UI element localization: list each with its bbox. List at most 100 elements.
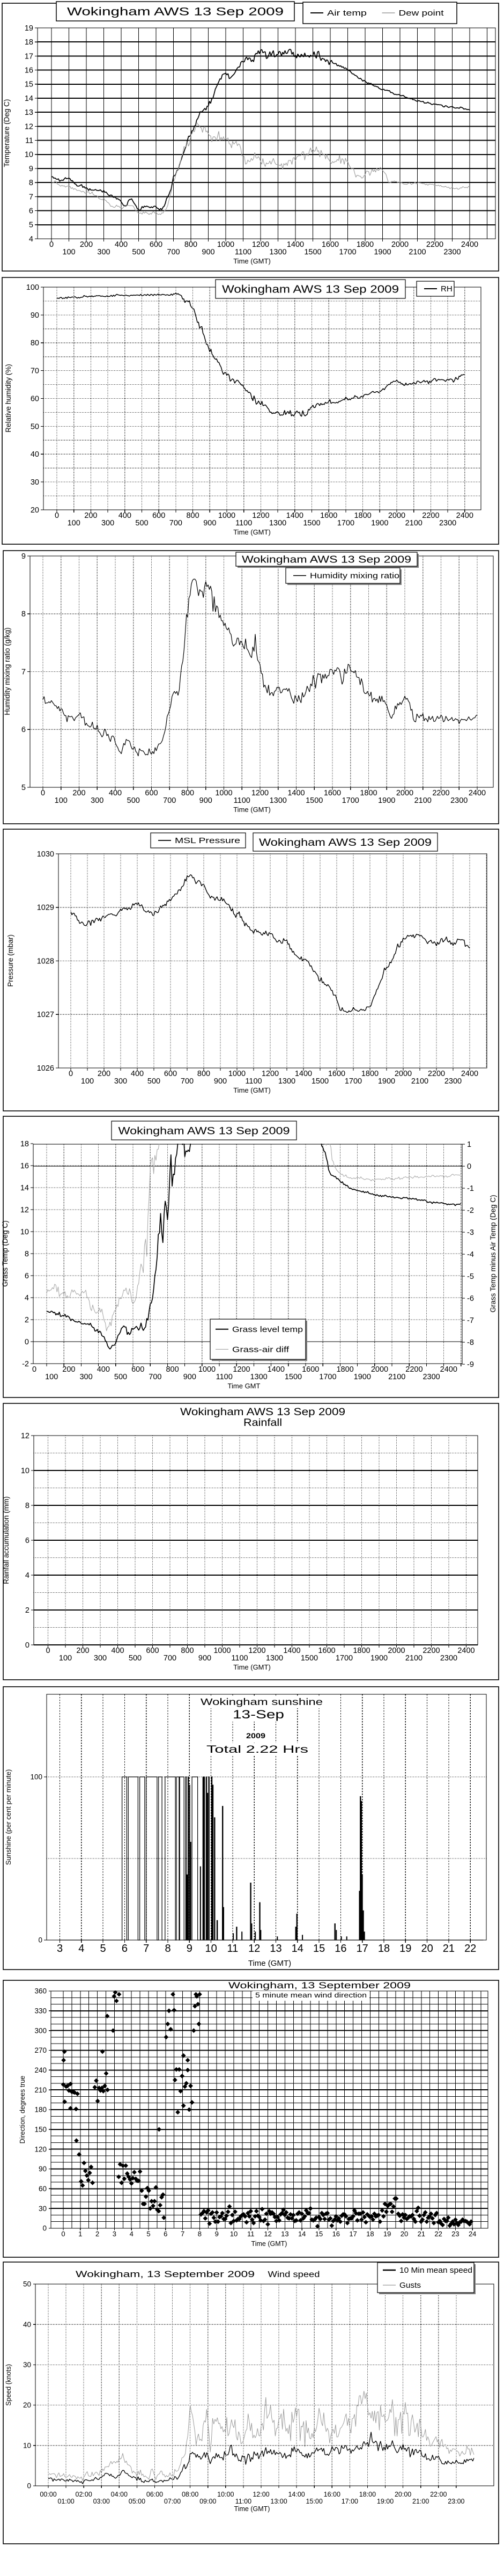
x-tick-label: 1200 bbox=[262, 1070, 279, 1078]
x-tick-label: 2000 bbox=[371, 1365, 388, 1374]
y-tick-label: 4 bbox=[29, 235, 33, 244]
x-tick-label: 800 bbox=[166, 1365, 179, 1374]
x-tick-label: 2000 bbox=[391, 240, 409, 249]
x-tick-label: 2200 bbox=[405, 1365, 423, 1374]
y-tick-label: 15 bbox=[25, 80, 33, 89]
x-tick-label: 3 bbox=[57, 1943, 63, 1955]
gridlines bbox=[43, 287, 481, 510]
title-bg bbox=[253, 1991, 369, 2001]
axis-ticks bbox=[31, 1435, 467, 1648]
legend-box bbox=[302, 2, 457, 24]
x-axis-title: Time (GMT) bbox=[233, 806, 271, 814]
x-tick-label: 2200 bbox=[428, 1070, 445, 1078]
x-tick-label: 300 bbox=[114, 1077, 127, 1086]
x-tick-label: 700 bbox=[169, 519, 182, 528]
x-tick-label: 500 bbox=[114, 1373, 127, 1381]
x-tick-label: 15:00 bbox=[306, 2498, 323, 2505]
y2-tick-label: -5 bbox=[467, 1272, 474, 1281]
x-tick-label: 03:00 bbox=[93, 2498, 110, 2505]
y2-tick-label: -2 bbox=[467, 1206, 474, 1215]
x-tick-label: 2400 bbox=[461, 1070, 478, 1078]
x-tick-label: 1000 bbox=[198, 1365, 216, 1374]
y-tick-label: 2 bbox=[25, 1316, 29, 1324]
axis-ticks bbox=[35, 27, 470, 241]
x-tick-label: 1600 bbox=[328, 1070, 345, 1078]
y-tick-label: 180 bbox=[34, 2106, 47, 2114]
x-tick-label: 12 bbox=[248, 1943, 260, 1955]
x-tick-label: 08:00 bbox=[182, 2491, 198, 2498]
x-tick-label: 0 bbox=[61, 2230, 65, 2238]
x-axis-title: Time (GMT) bbox=[251, 2240, 287, 2248]
x-tick-label: 1900 bbox=[370, 1654, 388, 1663]
y-tick-label: 8 bbox=[25, 1502, 29, 1510]
y-tick-label: 6 bbox=[21, 726, 26, 734]
y-tick-label: 8 bbox=[21, 610, 26, 619]
x-tick-label: 1900 bbox=[378, 796, 395, 805]
gridlines bbox=[51, 1991, 488, 2228]
x-tick-label: 21 bbox=[443, 1943, 455, 1955]
x-tick-label: 500 bbox=[147, 1077, 160, 1086]
y-tick-label: 30 bbox=[39, 2205, 47, 2213]
x-axis-title: Time (GMT) bbox=[233, 1663, 271, 1671]
y-tick-label: 330 bbox=[34, 2007, 47, 2015]
axis-ticks bbox=[44, 1776, 471, 1943]
x-tick-label: 2100 bbox=[411, 1077, 428, 1086]
x-tick-label: 1500 bbox=[301, 1654, 318, 1663]
y-tick-label: 50 bbox=[31, 422, 39, 431]
x-tick-label: 2 bbox=[95, 2230, 99, 2238]
x-tick-label: 1600 bbox=[302, 1365, 319, 1374]
y-tick-label: 10 bbox=[23, 2441, 31, 2449]
series-Grass level temp bbox=[46, 1144, 462, 1350]
chart-border bbox=[2, 3, 499, 272]
x-tick-label: 1200 bbox=[251, 789, 269, 797]
y-tick-label: 6 bbox=[29, 207, 33, 216]
y-axis-title: Grass Temp (Deg C) bbox=[1, 1220, 9, 1287]
x-tick-label: 900 bbox=[202, 248, 214, 257]
x-tick-label: 900 bbox=[199, 796, 212, 805]
y2-tick-label: -9 bbox=[467, 1360, 474, 1369]
x-tick-label: 600 bbox=[131, 1365, 144, 1374]
x-tick-label: 600 bbox=[146, 1646, 159, 1655]
chart-title: 2009 bbox=[246, 1732, 265, 1740]
y-tick-label: 0 bbox=[38, 1936, 42, 1944]
chart-title-box bbox=[215, 279, 406, 299]
y2-axis-title: Grass Temp minus Air Temp (Deg C) bbox=[489, 1195, 497, 1312]
gridlines bbox=[34, 1436, 478, 1645]
y-tick-label: 14 bbox=[20, 1184, 29, 1192]
x-tick-label: 2300 bbox=[423, 1373, 440, 1381]
series-RH bbox=[56, 292, 465, 417]
axis-ticks bbox=[49, 1990, 473, 2230]
y2-tick-label: -8 bbox=[467, 1338, 474, 1347]
x-tick-label: 1300 bbox=[266, 1654, 283, 1663]
y-tick-label: 2 bbox=[25, 1606, 29, 1615]
x-tick-label: 1300 bbox=[269, 248, 286, 257]
x-tick-label: 0 bbox=[69, 1070, 73, 1078]
gridlines bbox=[58, 854, 487, 1068]
legend-label: Gusts bbox=[399, 2281, 421, 2290]
x-tick-label: 1000 bbox=[218, 511, 235, 520]
x-tick-label: 2400 bbox=[457, 1646, 475, 1655]
x-tick-label: 1900 bbox=[374, 248, 391, 257]
x-tick-label: 17:00 bbox=[342, 2498, 358, 2505]
chart-title: Wind speed bbox=[268, 2270, 320, 2279]
series-10 Min mean speed bbox=[48, 2432, 475, 2484]
x-tick-label: 2000 bbox=[396, 789, 413, 797]
x-axis-labels: 00:00 02:00 04:00 06:00 08:00 10:00 12:00 14:00… bbox=[40, 2491, 464, 2505]
series-MSL Pressure bbox=[70, 874, 470, 1013]
x-tick-label: 1400 bbox=[295, 1070, 312, 1078]
y-tick-label: 8 bbox=[29, 179, 33, 187]
y-tick-label: 0 bbox=[27, 2482, 31, 2490]
y-tick-label: 210 bbox=[34, 2086, 47, 2094]
x-tick-label: 19 bbox=[399, 1943, 411, 1955]
chart-title-box bbox=[56, 1, 295, 21]
x-tick-label: 200 bbox=[72, 789, 85, 797]
y-tick-label: 1029 bbox=[37, 904, 54, 912]
x-tick-label: 20 bbox=[401, 2230, 408, 2238]
y-tick-label: 80 bbox=[31, 339, 39, 348]
